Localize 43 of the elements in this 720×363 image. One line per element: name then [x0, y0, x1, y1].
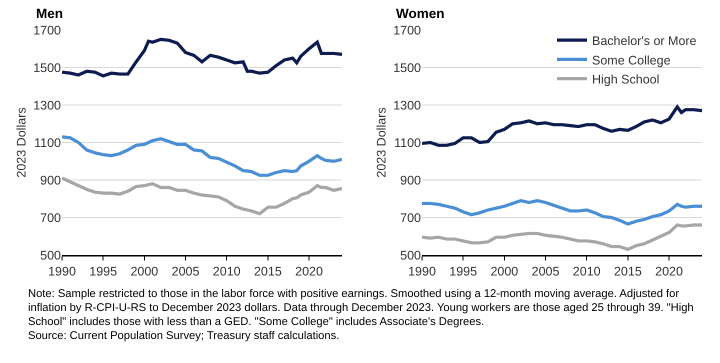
x-tick-label: 2005	[532, 264, 560, 278]
x-tick-label: 2010	[572, 264, 601, 278]
legend-label: Some College	[592, 53, 671, 68]
y-tick-label: 900	[400, 173, 422, 188]
text: Note: Sample restricted to those in the labor force with positive earnings. Smoothed using a 12-month moving average. Adjusted for inflation by R-CPI-U-RS to December 2023 dollars. Data through December 2023. Young workers are those aged 25 through 39. "High School" includes those with less than a GED. "Some College" includes Associate's Degrees.	[28, 287, 695, 329]
y-tick-label: 1500	[33, 60, 62, 75]
y-tick-label: 500	[40, 248, 62, 262]
line-series	[62, 176, 342, 216]
y-tick-label: 700	[40, 210, 62, 225]
y-tick-label: 1300	[393, 98, 422, 112]
source-note: Source: Current Population Survey; Treasury staff calculations.	[28, 329, 340, 343]
x-tick-label: 2000	[490, 264, 518, 278]
x-tick-label: 1995	[449, 264, 478, 278]
line-series	[422, 199, 702, 226]
y-tick-label: 500	[400, 248, 422, 262]
x-tick-label: 1990	[48, 264, 76, 278]
y-tick-label: 900	[40, 173, 62, 188]
y-tick-label: 1500	[393, 60, 422, 75]
x-tick-label: 2015	[614, 264, 642, 278]
y-tick-label: 1100	[394, 136, 422, 150]
x-tick-label: 2015	[254, 264, 282, 278]
y-axis-title: 2023 Dollars	[14, 107, 28, 178]
y-tick-label: 1300	[33, 98, 62, 112]
x-tick-label: 2020	[295, 264, 324, 278]
legend-label: High School	[592, 72, 660, 86]
x-tick-label: 2010	[212, 264, 241, 278]
x-tick-label: 2020	[655, 264, 684, 278]
x-tick-label: 1990	[408, 264, 436, 278]
y-tick-label: 1700	[33, 23, 62, 38]
y-tick-label: 1100	[34, 136, 62, 150]
chart-title: Women	[396, 6, 445, 21]
line-series	[62, 135, 342, 177]
x-tick-label: 2005	[172, 264, 200, 278]
legend-label: Bachelor's or More	[592, 34, 697, 48]
line-series	[422, 223, 702, 251]
chart-title: Men	[36, 6, 63, 21]
y-tick-label: 700	[400, 210, 422, 225]
line-series	[62, 38, 342, 78]
line-series	[422, 105, 702, 147]
x-tick-label: 1995	[89, 264, 118, 278]
y-tick-label: 1700	[393, 23, 422, 38]
y-axis-title: 2023 Dollars	[374, 107, 388, 178]
x-tick-label: 2000	[130, 264, 158, 278]
